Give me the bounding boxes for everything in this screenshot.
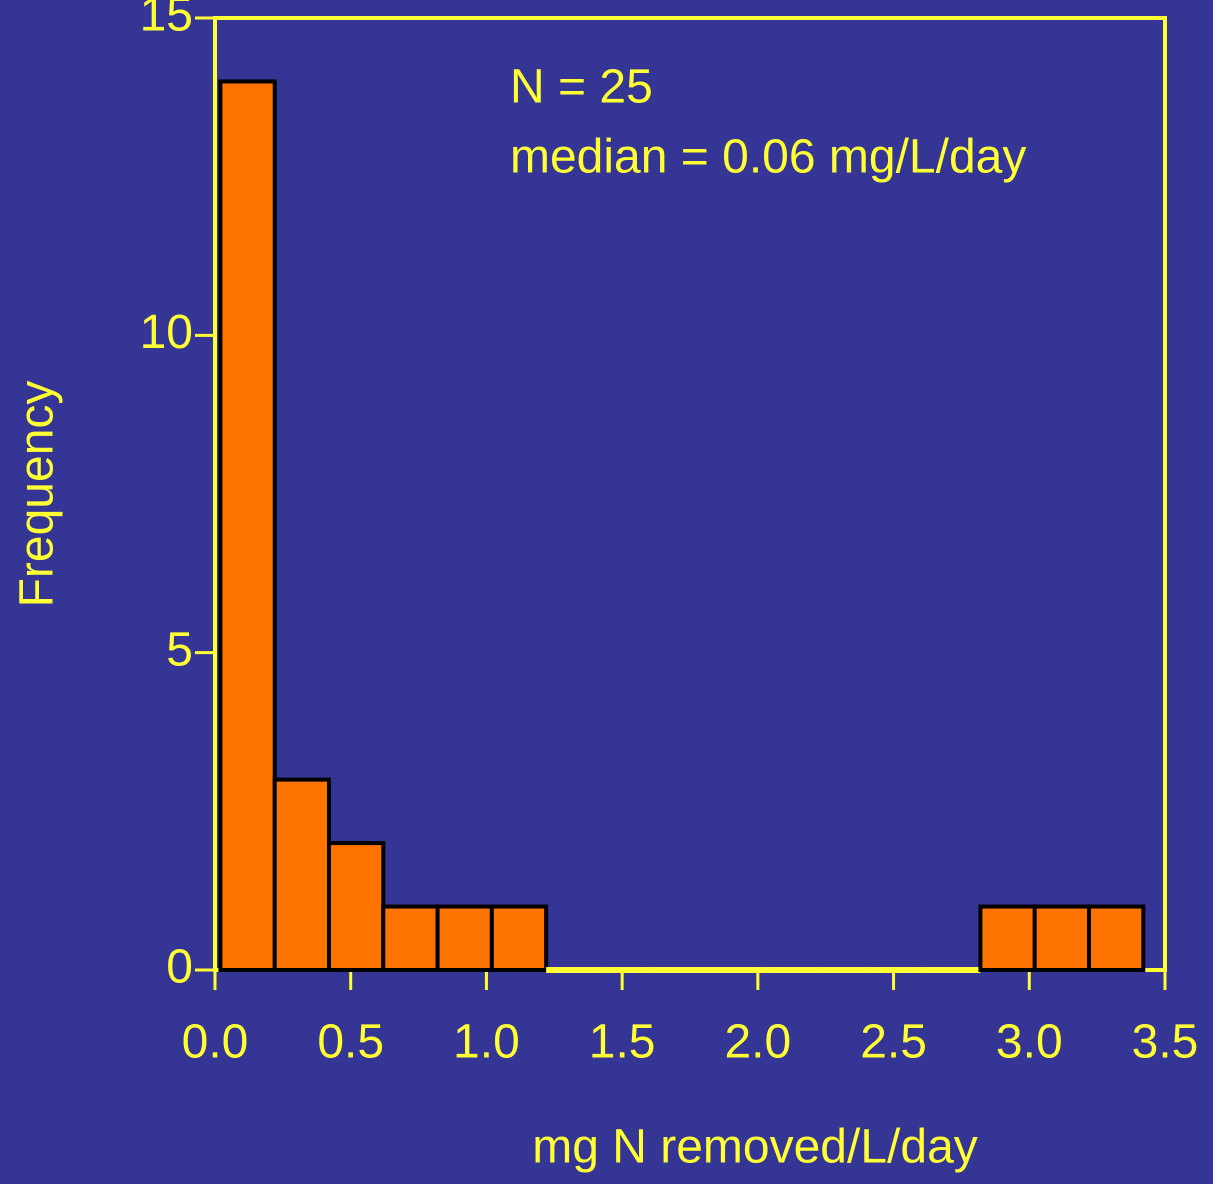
annotation: median = 0.06 mg/L/day: [510, 131, 1026, 184]
x-tick-label: 2.5: [860, 1016, 927, 1069]
bar: [218, 79, 277, 972]
x-tick-label: 3.5: [1132, 1016, 1199, 1069]
y-tick-label: 5: [166, 623, 193, 676]
bar: [327, 841, 386, 972]
y-axis-label: Frequency: [11, 381, 64, 608]
x-tick-label: 1.5: [589, 1016, 656, 1069]
bar: [489, 904, 549, 972]
x-tick-label: 0.0: [182, 1016, 249, 1069]
x-tick-label: 0.5: [317, 1016, 384, 1069]
x-tick-label: 3.0: [996, 1016, 1063, 1069]
y-tick-label: 15: [140, 0, 193, 42]
bar: [272, 777, 332, 972]
x-tick-label: 2.0: [724, 1016, 791, 1069]
bar: [1087, 904, 1146, 972]
bar: [978, 904, 1037, 972]
bar: [381, 904, 440, 972]
y-tick-label: 0: [166, 941, 193, 994]
bar: [1032, 904, 1091, 972]
y-tick-label: 10: [140, 306, 193, 359]
x-axis-label: mg N removed/L/day: [532, 1121, 978, 1174]
bar: [435, 904, 494, 972]
annotation: N = 25: [510, 61, 653, 114]
x-tick-label: 1.0: [453, 1016, 520, 1069]
